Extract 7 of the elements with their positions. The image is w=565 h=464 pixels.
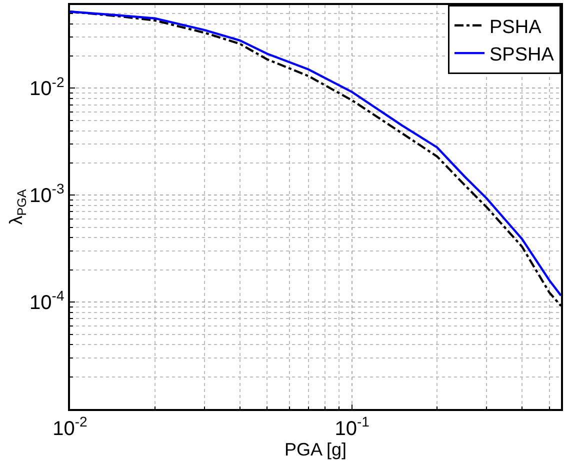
y-tick-label: 10$^{-2}$ — [30, 74, 64, 100]
y-tick-label: 10$^{-4}$ — [30, 288, 64, 314]
x-tick-label: 10$^{-1}$ — [334, 413, 370, 440]
legend-label: PSHA — [490, 16, 542, 38]
x-axis-title: PGA [g] — [284, 440, 347, 460]
y-tick-label: 10$^{-3}$ — [30, 180, 64, 208]
legend-label: SPSHA — [490, 44, 554, 66]
